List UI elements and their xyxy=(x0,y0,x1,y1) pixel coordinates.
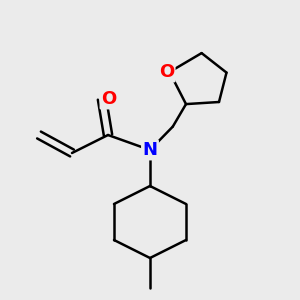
Text: O: O xyxy=(101,90,116,108)
Text: N: N xyxy=(142,141,158,159)
Text: O: O xyxy=(159,63,174,81)
